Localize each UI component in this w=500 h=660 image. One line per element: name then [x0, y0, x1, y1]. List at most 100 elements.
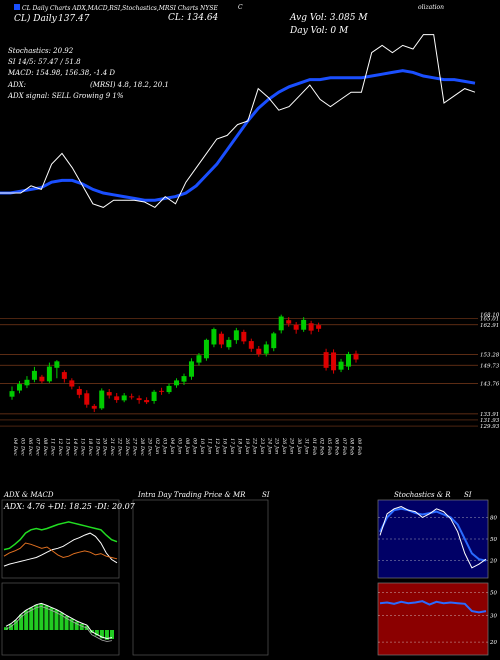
- candle-body: [271, 333, 277, 349]
- level-label: 162.91: [480, 323, 499, 329]
- macd-signal-line: [5, 605, 113, 642]
- macd-hist-bar: [79, 623, 84, 630]
- candle-body: [31, 370, 37, 380]
- date-label: 02 Jan: [154, 438, 160, 454]
- candle-body: [211, 329, 217, 345]
- candle-body: [16, 384, 22, 391]
- candle-body: [24, 379, 30, 386]
- candle-body: [338, 361, 344, 370]
- stoch-tick: 20: [489, 559, 497, 565]
- macd-hist-bar: [49, 607, 54, 630]
- date-label: 24 Jan: [266, 437, 272, 454]
- macd-hist-bar: [39, 603, 44, 630]
- macd-hist-bar: [29, 607, 34, 630]
- close-value: CL: 134.64: [168, 13, 218, 23]
- candle-body: [248, 341, 254, 349]
- date-label: 18 Jan: [236, 438, 242, 454]
- date-label: 06 Feb: [334, 438, 340, 455]
- level-label: 149.73: [480, 363, 500, 369]
- ticker-marker-icon: [14, 4, 20, 10]
- day-volume: Day Vol: 0 M: [290, 26, 349, 36]
- stochastics-title-tail: SI: [464, 491, 472, 499]
- candle-body: [188, 361, 194, 377]
- date-label: 26 Dec: [124, 437, 130, 456]
- date-label: 13 Dec: [64, 438, 70, 456]
- macd-hist-bar: [64, 616, 69, 630]
- level-label: 129.93: [480, 424, 500, 430]
- indicator-panels: 80 50 20 50 30 20: [1, 499, 497, 656]
- date-label: 06 Dec: [27, 438, 33, 456]
- date-label: 04 Dec: [12, 438, 18, 456]
- candle-body: [286, 320, 292, 324]
- candle-body: [256, 348, 262, 354]
- mrsi-tick: 20: [489, 640, 497, 646]
- candle-body: [129, 396, 135, 398]
- date-label: 23 Jan: [259, 437, 265, 454]
- prev-close: 137.47: [58, 14, 90, 24]
- macd-hist-bar: [19, 614, 24, 630]
- candle-body: [114, 396, 120, 401]
- macd-hist-bar: [54, 609, 59, 630]
- macd-hist-bar: [59, 612, 64, 630]
- level-label: 153.28: [480, 352, 500, 358]
- macd-hist-bar: [14, 620, 19, 630]
- candle-body: [121, 395, 127, 401]
- candle-body: [196, 355, 202, 363]
- macd-hist-bar: [99, 630, 104, 639]
- macd-readout: MACD: 154.98, 156.38, -1.4 D: [8, 69, 115, 77]
- candle-body: [69, 380, 75, 387]
- stoch-d-line: [379, 507, 487, 562]
- company-tail: olization: [418, 4, 444, 11]
- macd-hist-bar: [110, 630, 114, 639]
- date-label: 02 Feb: [319, 438, 325, 455]
- candle-body: [226, 339, 232, 348]
- candle-body: [331, 352, 337, 371]
- macd-hist-bar: [24, 610, 29, 630]
- avg-volume: Avg Vol: 3.085 M: [290, 13, 368, 23]
- level-label: 165.01: [480, 316, 499, 322]
- date-label: 07 Feb: [341, 438, 347, 455]
- adx-readout: ADX:: [8, 81, 27, 89]
- candle-body: [293, 324, 299, 330]
- candle-body: [9, 391, 15, 397]
- candle-body: [159, 390, 165, 392]
- candle-body: [263, 344, 269, 354]
- stochastics-readout: Stochastics: 20.92: [8, 47, 74, 55]
- si-readout: SI 14/5: 57.47 / 51.8: [8, 58, 81, 66]
- candle-body: [323, 352, 329, 368]
- date-label: 03 Jan: [162, 438, 168, 454]
- mrsi-line: [379, 600, 487, 614]
- line2-left: CL) Daily: [14, 14, 57, 24]
- candle-body: [144, 400, 150, 403]
- candle-body: [151, 391, 157, 401]
- date-label: 08 Feb: [349, 438, 355, 455]
- date-label: 10 Jan: [199, 438, 205, 454]
- macd-hist-bar: [4, 627, 8, 630]
- date-label: 08 Dec: [42, 438, 48, 456]
- date-label: 12 Jan: [214, 438, 220, 454]
- date-label: 18 Dec: [87, 438, 93, 456]
- price-ma-chart: [0, 34, 476, 209]
- mrsi-tick: 30: [490, 614, 497, 620]
- date-label: 19 Dec: [94, 438, 100, 456]
- macd-hist-bar: [34, 604, 39, 630]
- date-label: 17 Jan: [229, 438, 235, 454]
- date-label: 31 Jan: [304, 438, 310, 454]
- intraday-panel-frame: [132, 499, 269, 656]
- candle-body: [241, 331, 247, 342]
- date-axis: 04 Dec 05 Dec 06 Dec 07 Dec 08 Dec 11 Dec 12 D…: [12, 437, 362, 456]
- mrsi-panel-frame: [377, 582, 489, 656]
- date-label: 29 Dec: [147, 437, 153, 456]
- macd-line: [5, 602, 113, 640]
- macd-hist-bar: [94, 630, 99, 636]
- date-label: 04 Jan: [169, 438, 175, 454]
- date-label: 11 Jan: [206, 438, 212, 454]
- price-line: [0, 34, 476, 209]
- date-label: 26 Jan: [281, 437, 287, 454]
- candle-body: [106, 392, 112, 396]
- date-label: 05 Feb: [326, 438, 332, 455]
- candle-body: [346, 353, 352, 367]
- intraday-title-tail: SI: [262, 491, 270, 499]
